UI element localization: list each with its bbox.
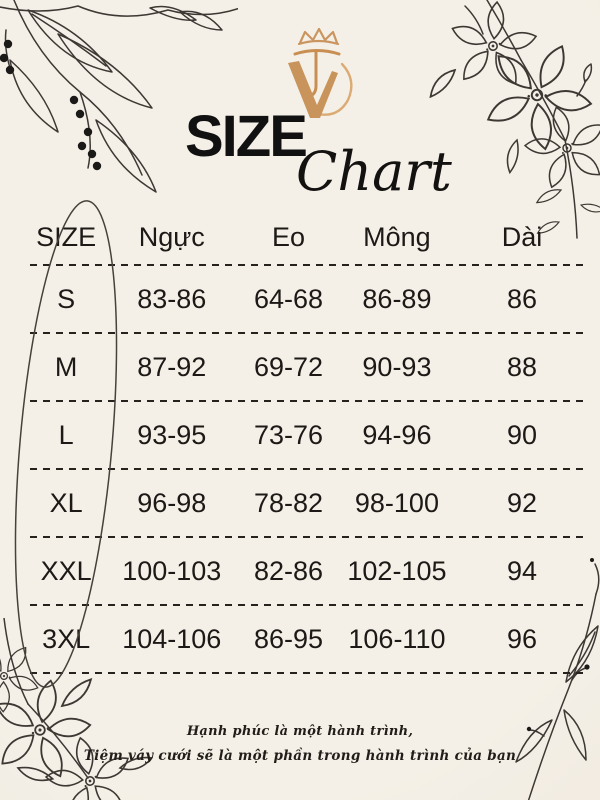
dashed-divider — [30, 400, 586, 402]
page-title-size: SIZE — [185, 104, 308, 169]
size-cell: L — [58, 419, 74, 450]
waist-cell: 82-86 — [253, 555, 324, 586]
bust-cell: 104-106 — [122, 623, 222, 654]
header-cell-length: Dài — [501, 221, 543, 252]
hip-cell: 106-110 — [348, 623, 446, 654]
header-cell-hip: Mông — [363, 221, 431, 252]
bust-cell: 87-92 — [137, 351, 207, 382]
dashed-divider — [30, 536, 586, 538]
length-cell: 88 — [507, 351, 538, 382]
table-row-3xl: 3XL 104-106 86-95 106-110 96 — [30, 606, 586, 672]
length-cell: 92 — [507, 487, 538, 518]
table-row-xxl: XXL 100-103 82-86 102-105 94 — [30, 538, 586, 604]
header-cell-waist: Eo — [272, 221, 306, 252]
size-cell: M — [54, 351, 78, 382]
size-table: SIZE Ngực Eo Mông Dài S 83-86 64-68 86-8… — [30, 210, 586, 674]
size-cell: XL — [49, 487, 83, 518]
length-cell: 96 — [507, 623, 538, 654]
footer-line-2: Tiệm váy cưới sẽ là một phần trong hành … — [83, 748, 517, 764]
dashed-divider — [30, 604, 586, 606]
crown-monogram-icon — [288, 27, 353, 118]
page-title-chart: Chart — [296, 140, 452, 203]
waist-cell: 69-72 — [253, 351, 324, 382]
bust-cell: 96-98 — [137, 487, 207, 518]
table-row-xl: XL 96-98 78-82 98-100 92 — [30, 470, 586, 536]
header-cell-bust: Ngực — [138, 221, 205, 252]
floral-flowers-top-right-icon — [425, 0, 600, 239]
table-row-l: L 93-95 73-76 94-96 90 — [30, 402, 586, 468]
hip-cell: 94-96 — [362, 419, 432, 450]
length-cell: 90 — [507, 419, 538, 450]
waist-cell: 73-76 — [253, 419, 324, 450]
dashed-divider — [30, 264, 586, 266]
size-cell: XXL — [40, 555, 92, 586]
table-row-s: S 83-86 64-68 86-89 86 — [30, 266, 586, 332]
size-cell: 3XL — [42, 623, 91, 654]
footer-line-1: Hạnh phúc là một hành trình, — [186, 724, 414, 739]
waist-cell: 78-82 — [253, 487, 324, 518]
dashed-divider — [30, 468, 586, 470]
hip-cell: 86-89 — [362, 283, 432, 314]
hip-cell: 98-100 — [354, 487, 439, 518]
length-cell: 86 — [507, 283, 538, 314]
waist-cell: 64-68 — [253, 283, 324, 314]
header-cell-size: SIZE — [36, 221, 97, 252]
table-row-m: M 87-92 69-72 90-93 88 — [30, 334, 586, 400]
dashed-divider — [30, 672, 586, 674]
table-header-row: SIZE Ngực Eo Mông Dài — [30, 210, 586, 264]
length-cell: 94 — [507, 555, 538, 586]
bust-cell: 93-95 — [137, 419, 207, 450]
bust-cell: 100-103 — [122, 555, 222, 586]
footer-tagline: Hạnh phúc là một hành trình, Tiệm váy cư… — [0, 720, 600, 769]
hip-cell: 102-105 — [347, 555, 447, 586]
bust-cell: 83-86 — [137, 283, 207, 314]
hip-cell: 90-93 — [362, 351, 432, 382]
waist-cell: 86-95 — [253, 623, 324, 654]
size-cell: S — [57, 283, 76, 314]
dashed-divider — [30, 332, 586, 334]
